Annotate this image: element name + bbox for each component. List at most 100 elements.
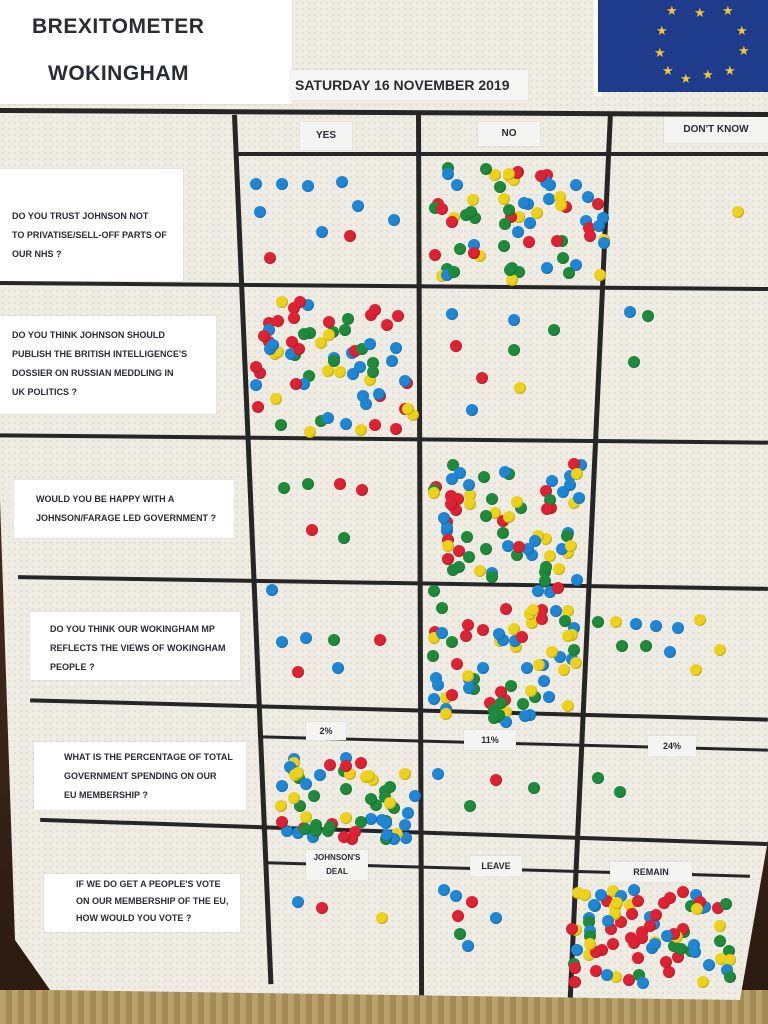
red-sticker-dot <box>523 236 535 248</box>
yellow-sticker-dot <box>571 468 583 480</box>
question-text-line: OUR NHS ? <box>12 249 62 259</box>
green-sticker-dot <box>338 532 350 544</box>
green-sticker-dot <box>324 821 336 833</box>
green-sticker-dot <box>275 419 287 431</box>
red-sticker-dot <box>663 966 675 978</box>
red-sticker-dot <box>468 247 480 259</box>
blue-sticker-dot <box>463 682 475 694</box>
brexitometer-board: BREXITOMETER WOKINGHAM SATURDAY 16 NOVEM… <box>0 0 768 1000</box>
red-sticker-dot <box>446 216 458 228</box>
blue-sticker-dot <box>519 710 531 722</box>
blue-sticker-dot <box>573 492 585 504</box>
red-sticker-dot <box>636 932 648 944</box>
blue-sticker-dot <box>582 191 594 203</box>
yellow-sticker-dot <box>555 199 567 211</box>
blue-sticker-dot <box>276 780 288 792</box>
blue-sticker-dot <box>250 178 262 190</box>
yellow-sticker-dot <box>506 274 518 286</box>
blue-sticker-dot <box>550 605 562 617</box>
red-sticker-dot <box>323 316 335 328</box>
yellow-sticker-dot <box>363 770 375 782</box>
blue-sticker-dot <box>462 940 474 952</box>
green-sticker-dot <box>342 313 354 325</box>
question-text-line: IF WE DO GET A PEOPLE'S VOTE <box>76 879 221 889</box>
green-sticker-dot <box>539 575 551 587</box>
red-sticker-dot <box>355 757 367 769</box>
yellow-sticker-dot <box>579 889 591 901</box>
blue-sticker-dot <box>322 412 334 424</box>
red-sticker-dot <box>495 686 507 698</box>
green-sticker-dot <box>559 615 571 627</box>
star-icon: ★ <box>694 5 706 20</box>
blue-sticker-dot <box>546 475 558 487</box>
green-sticker-dot <box>548 324 560 336</box>
blue-sticker-dot <box>630 618 642 630</box>
yellow-sticker-dot <box>275 800 287 812</box>
question-card-spending: WHAT IS THE PERCENTAGE OF TOTAL GOVERNME… <box>34 742 246 810</box>
yellow-sticker-dot <box>511 496 523 508</box>
green-sticker-dot <box>592 616 604 628</box>
yellow-sticker-dot <box>270 393 282 405</box>
blue-sticker-dot <box>400 832 412 844</box>
blue-sticker-dot <box>402 807 414 819</box>
yellow-sticker-dot <box>553 563 565 575</box>
board-location: WOKINGHAM <box>48 62 189 85</box>
blue-sticker-dot <box>595 889 607 901</box>
red-sticker-dot <box>664 892 676 904</box>
blue-sticker-dot <box>502 540 514 552</box>
blue-sticker-dot <box>564 479 576 491</box>
board-title: BREXITOMETER <box>32 15 205 38</box>
yellow-sticker-dot <box>531 207 543 219</box>
red-sticker-dot <box>569 976 581 988</box>
red-sticker-dot <box>513 541 525 553</box>
green-sticker-dot <box>464 800 476 812</box>
green-sticker-dot <box>540 561 552 573</box>
question-text-line: DO YOU THINK JOHNSON SHOULD <box>12 330 165 340</box>
yellow-sticker-dot <box>514 382 526 394</box>
yellow-sticker-dot <box>533 659 545 671</box>
red-sticker-dot <box>392 310 404 322</box>
red-sticker-dot <box>500 603 512 615</box>
yellow-sticker-dot <box>732 206 744 218</box>
question-text-line: WHAT IS THE PERCENTAGE OF TOTAL <box>64 752 233 762</box>
red-sticker-dot <box>250 361 262 373</box>
yellow-sticker-dot <box>440 708 452 720</box>
green-sticker-dot <box>614 786 626 798</box>
red-sticker-dot <box>552 582 564 594</box>
green-sticker-dot <box>298 328 310 340</box>
green-sticker-dot <box>504 264 516 276</box>
red-sticker-dot <box>324 759 336 771</box>
yellow-sticker-dot <box>489 169 501 181</box>
blue-sticker-dot <box>602 915 614 927</box>
star-icon: ★ <box>702 67 714 82</box>
red-sticker-dot <box>516 631 528 643</box>
red-sticker-dot <box>316 902 328 914</box>
blue-sticker-dot <box>266 584 278 596</box>
grid-line <box>30 698 768 722</box>
star-icon: ★ <box>722 3 734 18</box>
red-sticker-dot <box>632 952 644 964</box>
blue-sticker-dot <box>432 768 444 780</box>
star-icon: ★ <box>736 23 748 38</box>
blue-sticker-dot <box>442 168 454 180</box>
yellow-sticker-dot <box>584 938 596 950</box>
star-icon: ★ <box>654 45 666 60</box>
red-sticker-dot <box>650 909 662 921</box>
red-sticker-dot <box>264 252 276 264</box>
blue-sticker-dot <box>463 479 475 491</box>
option-header-leave: LEAVE <box>470 856 522 876</box>
blue-sticker-dot <box>650 620 662 632</box>
question-text-line: DO YOU TRUST JOHNSON NOT <box>12 211 149 221</box>
red-sticker-dot <box>294 296 306 308</box>
yellow-sticker-dot <box>690 664 702 676</box>
grid-line <box>236 152 768 156</box>
red-sticker-dot <box>466 896 478 908</box>
blue-sticker-dot <box>446 473 458 485</box>
red-sticker-dot <box>390 423 402 435</box>
question-text-line: ON OUR MEMBERSHIP OF THE EU, <box>76 896 229 906</box>
green-sticker-dot <box>480 543 492 555</box>
blue-sticker-dot <box>441 522 453 534</box>
green-sticker-dot <box>499 218 511 230</box>
yellow-sticker-dot <box>503 511 515 523</box>
blue-sticker-dot <box>276 636 288 648</box>
